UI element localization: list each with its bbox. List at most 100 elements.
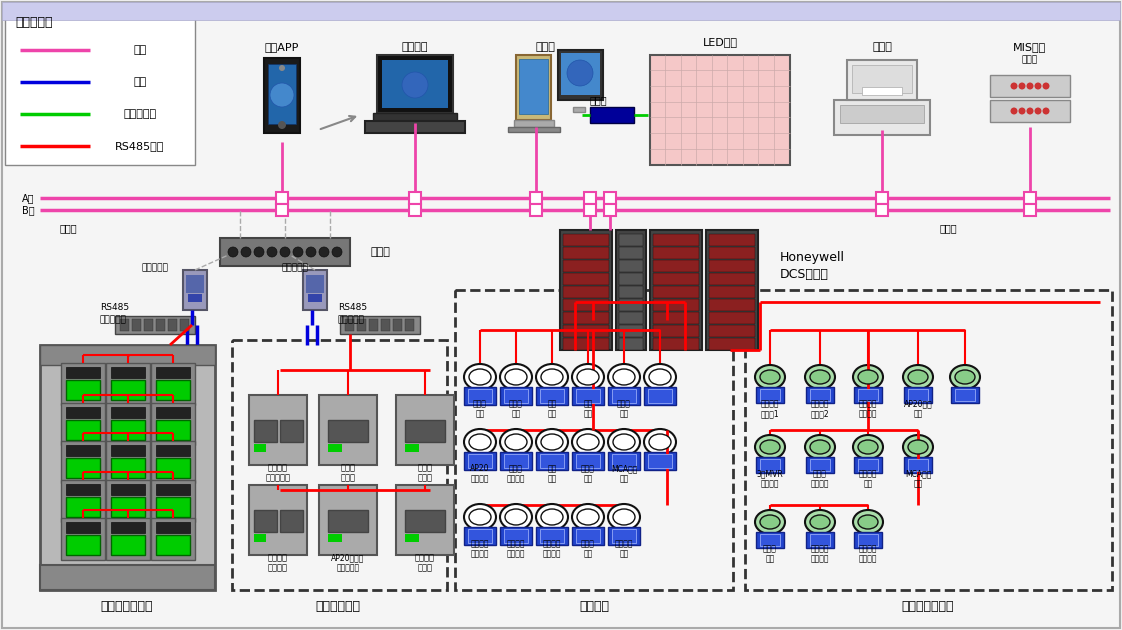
Bar [619, 273, 643, 285]
Bar [644, 452, 675, 470]
Text: 3吨MVR
车网仪表: 3吨MVR 车网仪表 [756, 469, 783, 489]
Text: RS485: RS485 [100, 304, 129, 312]
Ellipse shape [853, 365, 883, 389]
Ellipse shape [536, 504, 568, 530]
Text: 打印机: 打印机 [872, 42, 892, 52]
Text: 电室控制柜: 电室控制柜 [266, 474, 291, 483]
Bar [156, 367, 190, 378]
Bar [405, 534, 419, 542]
Bar [611, 529, 636, 543]
Bar [854, 387, 882, 403]
Bar [254, 420, 277, 442]
Text: 转光纤模块: 转光纤模块 [338, 316, 365, 324]
Text: MCA车网
仪表: MCA车网 仪表 [904, 469, 931, 489]
Text: 转光纤模块: 转光纤模块 [100, 316, 127, 324]
Bar [563, 273, 609, 285]
Bar [156, 445, 190, 456]
Bar [396, 485, 454, 555]
Bar [653, 247, 699, 259]
Ellipse shape [755, 510, 785, 534]
Text: 消防水
仪表: 消防水 仪表 [581, 539, 595, 559]
Bar [357, 319, 366, 331]
Bar [156, 522, 190, 533]
Ellipse shape [541, 434, 563, 450]
Bar [500, 452, 532, 470]
Bar [410, 204, 421, 216]
Bar [393, 319, 402, 331]
Bar [40, 565, 215, 590]
Text: 直氨化控
车网仪表: 直氨化控 车网仪表 [858, 399, 877, 419]
Text: AP20车间配: AP20车间配 [331, 554, 365, 563]
Bar [156, 484, 190, 495]
Ellipse shape [903, 435, 934, 459]
Circle shape [254, 247, 264, 257]
Bar [410, 192, 421, 204]
Ellipse shape [613, 434, 635, 450]
Bar [760, 534, 780, 546]
Bar [572, 387, 604, 405]
Bar [151, 480, 195, 522]
Ellipse shape [755, 435, 785, 459]
Bar [563, 312, 609, 324]
Bar [858, 389, 879, 401]
Bar [756, 387, 784, 403]
Bar [468, 529, 493, 543]
Text: 翻胎段特
车网仪表: 翻胎段特 车网仪表 [858, 544, 877, 564]
Ellipse shape [577, 369, 599, 385]
Text: 以太网: 以太网 [940, 223, 957, 233]
Ellipse shape [572, 504, 604, 530]
Bar [709, 234, 755, 246]
Circle shape [1027, 83, 1033, 89]
Bar [608, 452, 640, 470]
Bar [806, 532, 834, 548]
Bar [806, 387, 834, 403]
Bar [852, 65, 912, 93]
Bar [156, 420, 190, 440]
Bar [650, 55, 790, 165]
Ellipse shape [608, 504, 640, 530]
Ellipse shape [572, 429, 604, 455]
Circle shape [279, 65, 285, 71]
Bar [563, 299, 609, 311]
Bar [516, 55, 551, 120]
Bar [611, 454, 636, 468]
Bar [40, 345, 215, 365]
Ellipse shape [649, 369, 671, 385]
Ellipse shape [505, 509, 527, 525]
Bar [328, 444, 342, 452]
Bar [608, 387, 640, 405]
Bar [254, 444, 266, 452]
Text: RS485总线: RS485总线 [116, 141, 165, 151]
Bar [536, 452, 568, 470]
Ellipse shape [465, 504, 496, 530]
Bar [563, 260, 609, 272]
Circle shape [306, 247, 316, 257]
Text: RS485: RS485 [338, 304, 367, 312]
Bar [540, 529, 564, 543]
Bar [563, 325, 609, 337]
Ellipse shape [810, 370, 830, 384]
Ellipse shape [469, 509, 491, 525]
Bar [168, 319, 177, 331]
Text: 品管
仪表: 品管 仪表 [583, 399, 592, 419]
Bar [156, 319, 165, 331]
Bar [653, 234, 699, 246]
Bar [186, 275, 204, 293]
Circle shape [293, 247, 303, 257]
Bar [40, 345, 215, 590]
Text: 换热站
仪表: 换热站 仪表 [763, 544, 776, 564]
Bar [280, 420, 303, 442]
Ellipse shape [572, 364, 604, 390]
Bar [619, 338, 643, 350]
Bar [156, 380, 190, 400]
Ellipse shape [608, 429, 640, 455]
Bar [4, 5, 195, 165]
Bar [709, 286, 755, 298]
Bar [572, 452, 604, 470]
Bar [756, 532, 784, 548]
Bar [616, 230, 646, 350]
Bar [572, 527, 604, 545]
Text: 控制柜: 控制柜 [340, 474, 356, 483]
Bar [365, 121, 465, 133]
Bar [500, 527, 532, 545]
